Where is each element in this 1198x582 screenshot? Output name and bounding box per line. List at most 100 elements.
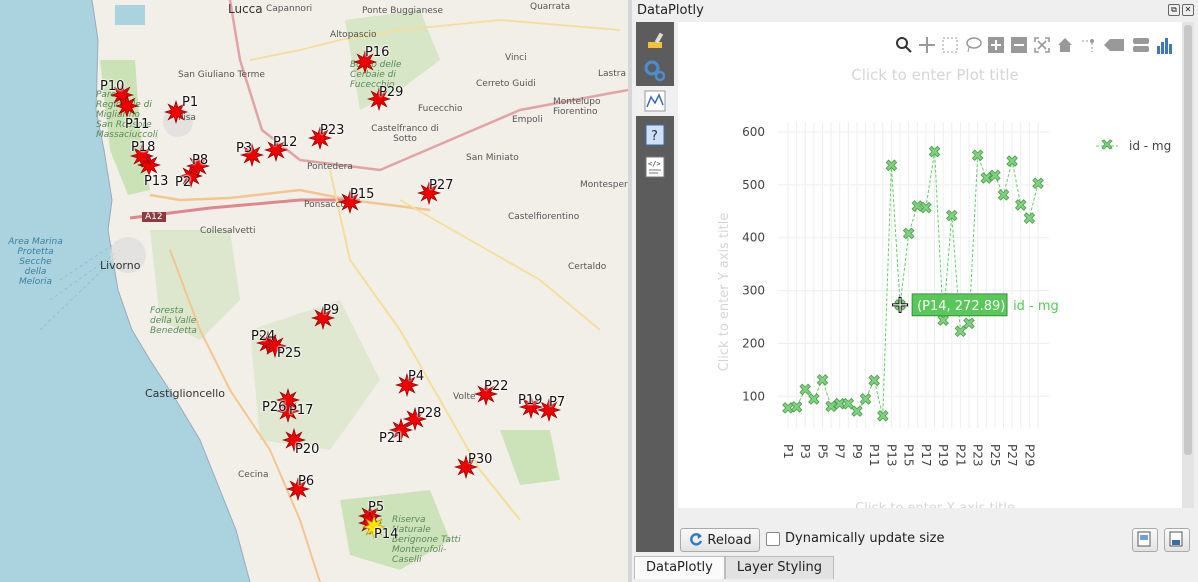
save-plot-button[interactable]	[1132, 528, 1158, 552]
point-label: P26	[262, 400, 287, 415]
save-html-button[interactable]	[1164, 528, 1190, 552]
data-point-marker[interactable]	[920, 201, 932, 214]
data-point-marker[interactable]	[963, 317, 975, 330]
point-marker	[276, 388, 300, 412]
help-icon[interactable]: ?	[640, 120, 670, 150]
map-canvas[interactable]: Lucca Capannori Ponte Buggianese Quarrat…	[0, 0, 628, 582]
y-tick-label: 300	[742, 284, 765, 298]
point-label: P2	[175, 175, 192, 190]
point-label: P9	[323, 303, 340, 318]
data-point-marker[interactable]	[902, 227, 915, 240]
data-point-marker[interactable]	[946, 209, 958, 222]
plotly-logo-icon[interactable]	[1156, 36, 1174, 54]
point-label: P7	[549, 395, 566, 410]
point-label: P16	[365, 45, 390, 60]
scrollbar-thumb[interactable]	[1184, 25, 1192, 455]
float-dock-icon[interactable]: ⧉	[1168, 4, 1180, 16]
data-point-marker[interactable]	[868, 374, 880, 387]
data-point-marker[interactable]	[997, 189, 1010, 201]
point-label: P10	[100, 79, 125, 94]
point-label: P22	[484, 379, 509, 394]
dock-splitter[interactable]	[628, 0, 632, 582]
place-label: San Giuliano Terme	[178, 70, 265, 80]
point-label: P27	[429, 178, 454, 193]
plot-vertical-scrollbar[interactable]	[1182, 22, 1194, 508]
pan-icon[interactable]	[918, 36, 936, 54]
code-view-icon[interactable]: </>	[640, 152, 670, 182]
data-point-marker[interactable]	[816, 374, 829, 386]
plot-area[interactable]: 100 200 300 400 500 600 P1 P3 P5 P7 P9 P11 P13 P15 P17…	[678, 22, 1182, 508]
plot-title-placeholder[interactable]: Click to enter Plot title	[851, 66, 1018, 84]
legend-marker	[1101, 139, 1113, 150]
close-dock-icon[interactable]: ✕	[1182, 4, 1194, 16]
lasso-select-icon[interactable]	[964, 36, 982, 54]
point-label: P6	[298, 474, 315, 489]
reload-button[interactable]: Reload	[680, 528, 760, 552]
box-select-icon[interactable]	[941, 36, 959, 54]
reload-icon	[690, 533, 703, 546]
reload-label: Reload	[707, 532, 752, 548]
y-tick-label: 200	[742, 336, 765, 350]
zoom-out-icon[interactable]	[1010, 36, 1028, 54]
data-point-marker[interactable]	[825, 400, 837, 413]
data-point-marker[interactable]	[851, 405, 863, 417]
data-point-marker[interactable]	[937, 314, 949, 326]
point-label: P21	[379, 431, 404, 446]
place-label: Ponsacco	[304, 200, 346, 210]
tab-dataplotly[interactable]: DataPlotly	[634, 556, 725, 579]
hover-compare-icon[interactable]	[1131, 36, 1151, 54]
point-marker	[186, 154, 210, 178]
data-point-marker[interactable]	[1023, 212, 1036, 224]
data-point-marker[interactable]	[989, 169, 1001, 182]
zoom-in-icon[interactable]	[987, 36, 1005, 54]
x-axis-title-placeholder[interactable]: Click to enter X axis title	[855, 501, 1015, 508]
data-point-marker[interactable]	[1014, 199, 1027, 211]
data-point-marker[interactable]	[971, 149, 984, 162]
tab-layer-styling[interactable]: Layer Styling	[724, 556, 834, 579]
series-line	[787, 151, 1039, 416]
hover-closest-icon[interactable]	[1102, 36, 1126, 54]
park-label: Riserva Naturale Berignone Tatti Monteru…	[392, 515, 461, 565]
x-tick-label: P29	[1022, 444, 1036, 467]
plot-view-icon[interactable]	[636, 86, 674, 116]
dynamic-size-checkbox[interactable]	[766, 532, 780, 546]
autoscale-icon[interactable]	[1033, 36, 1051, 54]
clean-brush-icon[interactable]	[640, 26, 670, 56]
selected-point-marker	[362, 515, 386, 539]
data-point-marker[interactable]	[954, 325, 967, 338]
data-point-marker[interactable]	[790, 401, 803, 413]
point-marker	[338, 190, 362, 214]
plot-settings-gears-icon[interactable]	[640, 56, 670, 86]
point-label: P1	[182, 95, 199, 110]
y-axis-title-placeholder[interactable]: Click to enter Y axis title	[717, 213, 732, 372]
data-point-marker[interactable]	[1032, 177, 1044, 190]
data-point-marker[interactable]	[1006, 155, 1018, 167]
x-tick-label: P25	[988, 444, 1002, 467]
legend-label[interactable]: id - mg	[1129, 139, 1171, 153]
data-point-marker[interactable]	[980, 172, 993, 184]
place-label: Pontedera	[307, 162, 353, 172]
data-point-marker[interactable]	[885, 159, 898, 172]
point-label: P4	[408, 369, 425, 384]
data-point-marker[interactable]	[877, 410, 889, 422]
data-point-marker[interactable]	[928, 145, 941, 158]
data-point-marker[interactable]	[799, 383, 812, 396]
plotly-modebar	[895, 36, 1174, 54]
place-label: Lastra	[598, 69, 626, 79]
data-point-marker[interactable]	[859, 393, 872, 405]
data-point-marker[interactable]	[808, 393, 820, 405]
point-label: P8	[192, 153, 209, 168]
scatter-chart[interactable]: 100 200 300 400 500 600 P1 P3 P5 P7 P9 P11 P13 P15 P17…	[678, 22, 1182, 508]
svg-text:?: ?	[651, 129, 658, 144]
zoom-icon[interactable]	[895, 36, 913, 54]
place-label: Livorno	[100, 259, 141, 272]
place-label: Montelupo Fiorentino	[553, 97, 601, 117]
point-label: P12	[273, 135, 298, 150]
reset-axes-icon[interactable]	[1056, 36, 1074, 54]
spike-lines-icon[interactable]	[1079, 36, 1097, 54]
place-label: Castiglioncello	[145, 387, 225, 400]
point-marker	[311, 306, 335, 330]
hover-tooltip-box	[911, 293, 1008, 317]
dataplotly-dock: DataPlotly ⧉ ✕ ? </>	[632, 0, 1198, 582]
road-shield: A12	[142, 212, 166, 222]
